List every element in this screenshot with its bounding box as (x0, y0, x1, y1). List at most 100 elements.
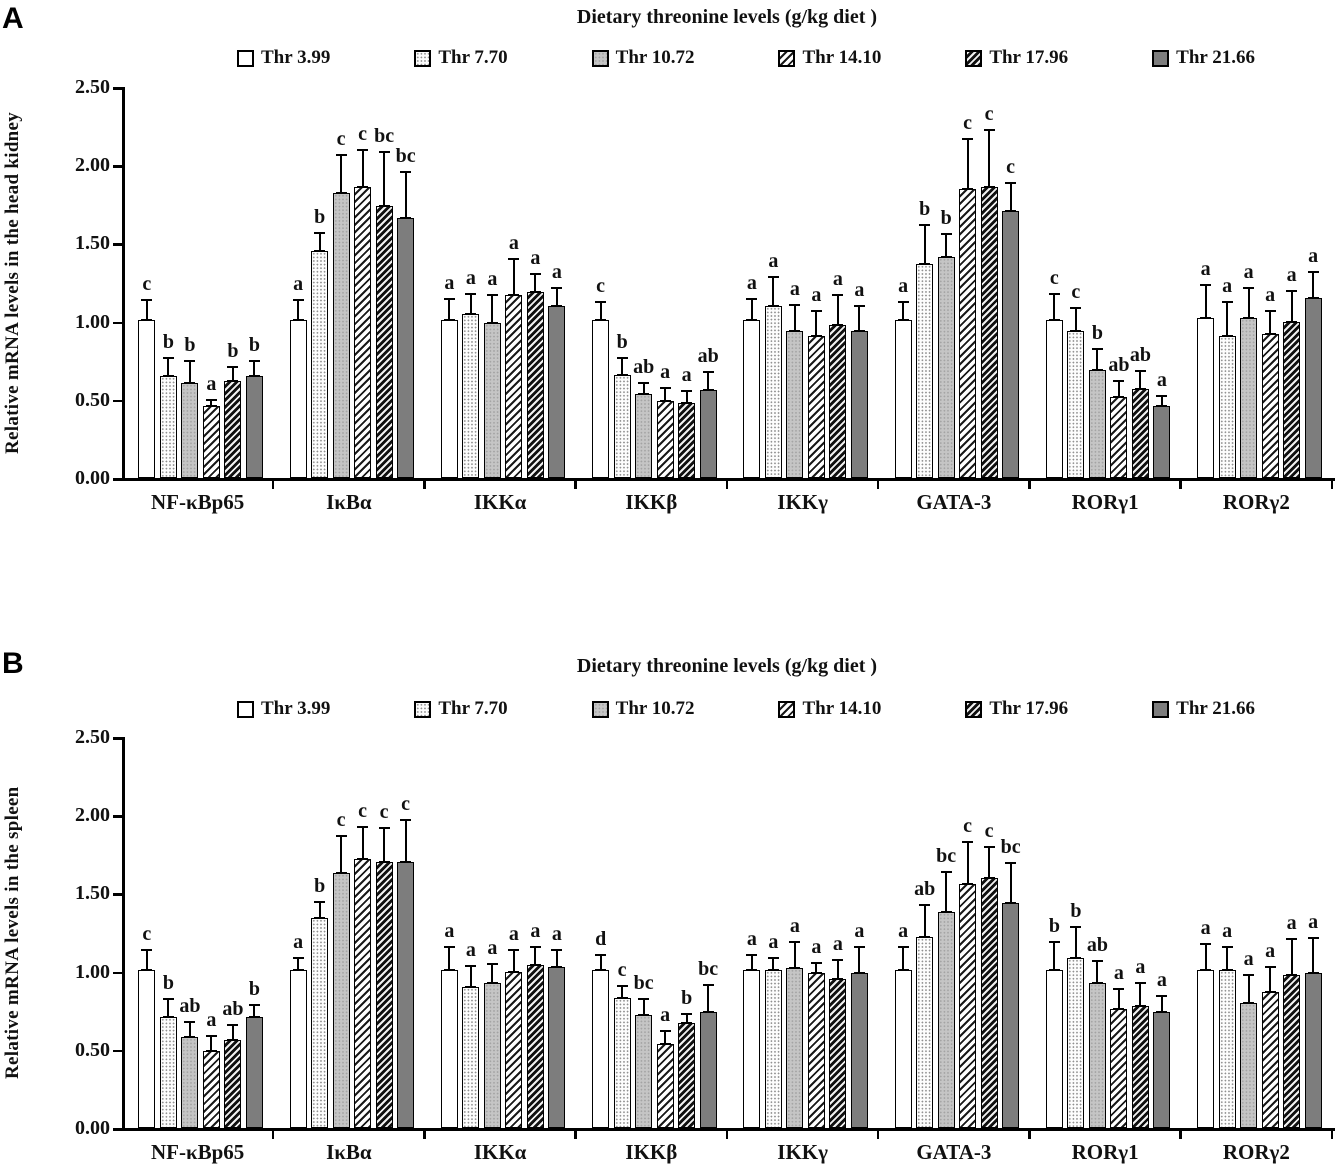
bar: b (613, 332, 631, 478)
significance-letter: a (811, 935, 822, 958)
error-bar (184, 1021, 196, 1039)
error-bar (789, 941, 801, 970)
bar: a (483, 269, 501, 478)
bar: a (894, 921, 912, 1128)
panel-a-letter: A (2, 2, 24, 35)
significance-letter: a (1308, 245, 1319, 267)
error-bar (897, 300, 909, 322)
significance-letter: a (444, 271, 455, 294)
bar-group: c b ab a ab b (125, 737, 276, 1128)
error-bar (162, 357, 174, 378)
bar: a (1304, 912, 1322, 1128)
error-bar (1264, 310, 1276, 336)
error-bar (1113, 380, 1125, 398)
significance-letter: a (551, 260, 562, 283)
bar: c (959, 816, 977, 1128)
bar: a (1218, 921, 1236, 1128)
error-bar (616, 985, 628, 1000)
bar: a (743, 273, 761, 478)
legend-item-label: Thr 3.99 (261, 47, 331, 68)
bar: a (1131, 957, 1149, 1128)
x-axis-tick (876, 1130, 880, 1139)
bar: c (138, 924, 156, 1128)
significance-letter: a (465, 266, 476, 289)
bar: a (786, 916, 804, 1128)
error-bar (400, 170, 412, 220)
error-bar (378, 827, 390, 864)
bar: ab (633, 357, 654, 478)
y-tick-mark (113, 87, 122, 90)
significance-letter: ab (1129, 343, 1151, 366)
error-bar (1156, 394, 1168, 408)
error-bar (1113, 988, 1125, 1011)
y-tick-label: 2.00 (75, 804, 110, 827)
significance-letter: ab (914, 877, 936, 900)
significance-letter: b (616, 331, 628, 354)
error-bar (443, 297, 455, 322)
legend-swatch-hatch-light (778, 49, 796, 67)
bar: a (850, 280, 868, 478)
error-bar (508, 949, 520, 974)
error-bar (1070, 306, 1082, 332)
significance-letter: a (293, 930, 304, 953)
error-bar (162, 997, 174, 1019)
legend-swatch-hatch-dark (965, 700, 983, 718)
bar: c (980, 104, 998, 478)
significance-letter: ab (179, 995, 201, 1018)
x-axis-tick (574, 480, 577, 489)
bar: a (764, 251, 782, 478)
bar: a (829, 269, 847, 478)
bar-group: d c bc a b bc (579, 737, 730, 1128)
legend-item-label: Thr 21.66 (1176, 47, 1255, 68)
significance-letter: a (1200, 257, 1211, 280)
significance-letter: a (854, 279, 865, 302)
error-bar (1286, 289, 1298, 323)
x-axis-tick (876, 480, 880, 489)
significance-letter: a (746, 271, 757, 294)
bar: a (202, 374, 220, 478)
x-axis-tick (725, 480, 728, 489)
significance-letter: b (1091, 321, 1103, 344)
legend-swatch-white (237, 49, 254, 67)
error-bar (184, 360, 196, 385)
x-axis-tick (271, 1130, 275, 1139)
category-label: IKKα (473, 1140, 527, 1164)
significance-letter: b (248, 977, 260, 1000)
error-bar (659, 1030, 671, 1045)
bar: a (505, 233, 523, 478)
significance-letter: b (248, 334, 260, 357)
panel-a: A Dietary threonine levels (g/kg diet ) … (0, 0, 1340, 585)
legend-item: Thr 21.66 (1152, 698, 1255, 720)
y-tick-mark (113, 1128, 122, 1131)
bar: a (462, 940, 480, 1128)
significance-letter: b (314, 874, 326, 897)
y-tick-label: 1.50 (75, 232, 110, 255)
error-bar (983, 845, 995, 879)
significance-letter: a (508, 232, 519, 255)
error-bar (1243, 974, 1255, 1004)
significance-letter: a (789, 277, 800, 300)
significance-letter: c (336, 127, 346, 150)
x-axis-tick (1330, 480, 1333, 489)
error-bar (1005, 861, 1017, 905)
y-tick-label: 0.00 (75, 467, 110, 489)
significance-letter: b (184, 334, 196, 357)
bar: a (1261, 285, 1279, 478)
error-bar (810, 310, 822, 337)
significance-letter: b (681, 987, 693, 1010)
bar: bc (698, 959, 718, 1128)
y-tick-mark (113, 893, 122, 896)
category-label: IκBα (326, 490, 372, 514)
y-tick-label: 2.50 (75, 726, 110, 748)
legend-item-label: Thr 17.96 (989, 698, 1069, 719)
significance-letter: a (898, 274, 909, 297)
significance-letter: bc (936, 844, 957, 867)
error-bar (400, 819, 412, 864)
category-label: IKKγ (777, 1140, 828, 1164)
bar: ab (1108, 355, 1129, 478)
error-bar (962, 841, 974, 886)
error-bar (1134, 369, 1146, 391)
bar: c (1045, 268, 1063, 478)
significance-letter: a (660, 1004, 671, 1027)
